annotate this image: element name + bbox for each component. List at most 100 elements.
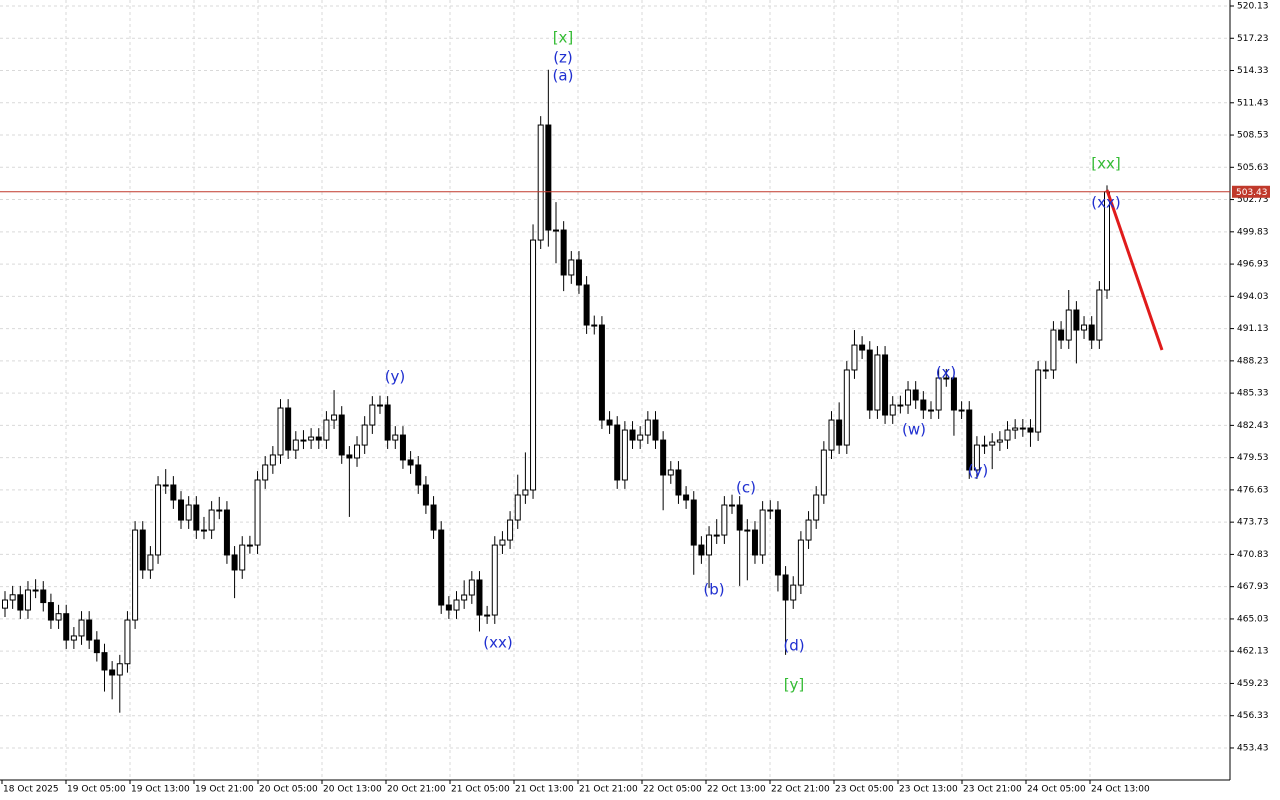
candle-body [1027,427,1034,433]
candle-body [1073,309,1080,331]
candle-body [1004,429,1011,441]
candle-body [361,424,368,446]
candle-body [109,669,116,676]
y-tick-label: 517.23 [1237,34,1269,44]
y-tick-label: 488.23 [1237,356,1269,366]
candle-body [40,589,47,604]
candle-body [621,429,628,481]
candle-body [246,544,253,547]
candle-body [698,544,705,556]
candle-body [683,494,690,501]
y-tick-label: 479.53 [1237,453,1269,463]
x-tick-label: 24 Oct 05:00 [1027,785,1086,795]
wave-label: [x] [553,29,574,47]
y-tick-label: 485.33 [1237,389,1269,399]
candle-body [667,469,674,476]
candle-body [47,602,54,621]
candle-body [966,409,973,471]
y-tick-label: 462.13 [1237,647,1269,657]
candle-body [193,504,200,531]
candle-body [415,464,422,486]
candle-body [101,652,108,671]
x-tick-label: 18 Oct 2025 [3,785,59,795]
wave-label: (xx) [1091,194,1120,212]
candle-body [843,369,850,446]
candle-body [958,409,965,412]
candle-body [920,399,927,411]
candle-body [973,444,980,471]
x-tick-label: 20 Oct 21:00 [387,785,446,795]
wave-label: (a) [553,67,574,85]
candle-body [652,419,659,441]
x-tick-label: 22 Oct 05:00 [643,785,702,795]
candle-body [155,484,162,556]
candle-body [1050,329,1057,371]
candle-body [905,389,912,406]
candle-body [1065,309,1072,341]
wave-label: (z) [553,49,573,67]
candle-body [859,344,866,351]
candle-body [912,389,919,401]
x-tick-label: 22 Oct 13:00 [707,785,766,795]
wave-label: [xx] [1091,155,1120,173]
candle-body [644,419,651,436]
candle-body [591,324,598,327]
candle-body [736,504,743,531]
y-tick-label: 456.33 [1237,711,1269,721]
wave-label: (d) [783,637,804,655]
candle-body [262,464,269,481]
candle-body [78,619,85,637]
candle-body [553,229,559,232]
x-tick-label: 19 Oct 13:00 [131,785,190,795]
candle-body [354,444,361,459]
y-tick-label: 511.43 [1237,98,1269,108]
candle-body [1012,427,1019,431]
candle-body [277,407,284,456]
candle-body [369,404,376,426]
candle-body [223,509,230,556]
candle-body [139,529,146,571]
candle-body [392,434,399,441]
candle-body [530,239,537,491]
candle-body [507,519,514,541]
x-tick-label: 21 Oct 21:00 [579,785,638,795]
candle-body [767,509,774,512]
candle-body [744,529,751,532]
candle-body [1088,324,1095,341]
candle-body [1035,369,1042,433]
candle-body [491,544,498,616]
candle-body [484,614,491,617]
candle-body [308,436,315,441]
candle-body [162,484,169,487]
candle-body [514,494,521,521]
candle-body [1081,324,1088,331]
y-tick-label: 505.63 [1237,163,1269,173]
candle-body [338,414,345,456]
candle-body [476,579,483,616]
candle-body [889,404,896,416]
candle-body [422,484,429,506]
candle-body [346,454,353,459]
candle-body [759,509,766,556]
candle-body [468,579,475,596]
y-tick-label: 459.23 [1237,679,1269,689]
wave-label: (y) [385,368,406,386]
y-tick-label: 453.43 [1237,743,1269,753]
candle-body [713,534,720,537]
x-tick-label: 23 Oct 13:00 [899,785,958,795]
candle-body [721,504,728,536]
candle-body [17,594,24,611]
candle-body [399,434,406,461]
candle-body [568,259,575,276]
candle-body [751,529,758,556]
annotations: [x] (z)(a) (y) (xx) (b) (c) (d) [y] (w) (x) (y) [xx… [385,29,1121,694]
candle-body [300,439,307,442]
y-tick-label: 496.93 [1237,260,1269,270]
x-tick-label: 23 Oct 21:00 [963,785,1022,795]
candle-body [384,404,391,441]
candle-body [499,539,506,546]
candle-body [254,479,261,546]
y-tick-label: 467.93 [1237,582,1269,592]
candle-body [943,377,950,380]
